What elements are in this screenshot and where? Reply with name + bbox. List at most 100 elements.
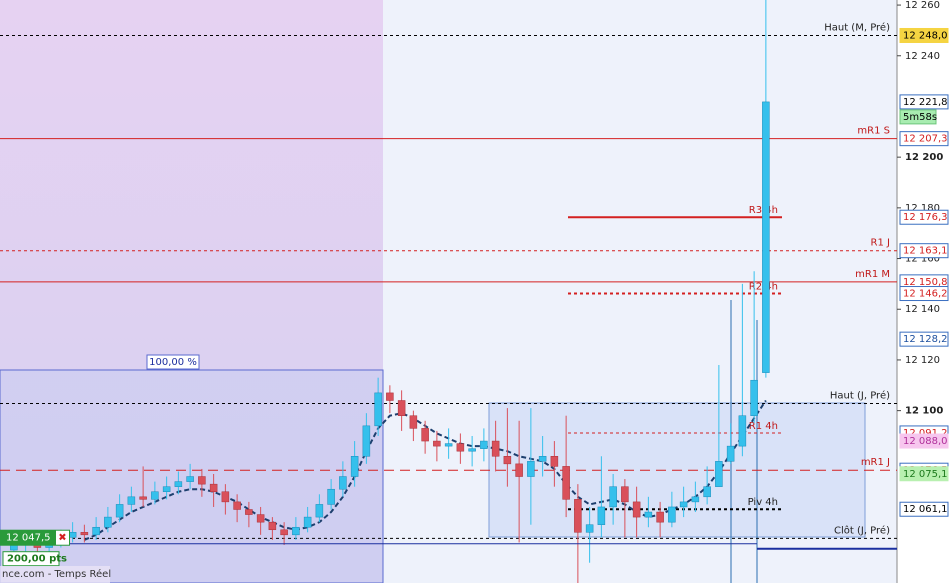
candle-body [10,544,18,551]
candle-body [562,466,570,500]
price-tag: 12 176,3 [903,212,948,223]
candle-body [386,392,394,401]
candle-body [656,511,664,523]
y-tick-label: 12 120 [905,355,940,366]
candle-body [245,509,253,515]
candle-body [397,400,406,416]
price-tag-bg [899,466,949,482]
close-button[interactable] [56,530,69,545]
candle-body [703,486,711,498]
price-tag: 12 207,3 [903,134,948,145]
candle-body [198,476,206,485]
box-label: 100,00 % [149,357,197,368]
price-tag-bg [899,94,949,110]
level-label: mR1 S [857,126,890,137]
price-tag: 12 091,2 [903,428,948,439]
price-tag-bg [899,433,949,449]
candle-body [574,499,582,533]
candle-body [350,456,359,477]
position-tag-bg [0,529,70,546]
candle-body [92,526,100,536]
candle-body [444,443,453,447]
y-tick-label: 12 140 [905,304,940,315]
candle-body [268,521,277,531]
price-tag-bg [899,286,949,302]
source: nce.com - Temps Réel [2,568,111,580]
candle-body [104,516,112,528]
level-label: Clôt (J, Pré) [834,524,890,536]
candle-body [327,488,335,505]
candle-body [80,532,89,536]
candle-body [550,456,559,467]
candle-body [538,456,547,462]
close-icon: ✖ [58,533,66,544]
candle-body [738,415,747,447]
level-label: Haut (J, Pré) [830,390,890,402]
candle-body [115,504,124,518]
candle-body [644,511,653,518]
price-tag: 12 150,8 [903,277,948,288]
candle-body [668,506,676,523]
candle-body [174,481,183,487]
candle-body [374,392,382,427]
price-tag-bg [899,501,949,517]
level-label: Piv 4h [748,497,778,508]
candle-body [127,496,136,505]
price-tag-bg [899,131,949,147]
candle-body [186,476,194,482]
price-tag-bg [899,27,949,43]
source-bg [0,566,110,583]
price-tag: 12 146,2 [903,289,948,300]
candle-body [315,504,324,518]
candle-body [221,491,230,503]
price-tag: 12 088,0 [903,436,948,447]
candle-body [139,496,147,500]
candle-body [726,445,735,462]
candle-body [503,456,512,465]
candle-body [491,440,500,457]
candle-body [679,501,688,508]
candle-body [585,524,594,533]
candle-body [632,501,641,518]
price-tag-bg [899,243,949,259]
candle-body [691,496,700,503]
candle-body [715,461,723,487]
candle-body [597,506,606,525]
candle-body [209,483,218,492]
box-label-bg [146,354,200,370]
pts-tag: 200,00 pts [7,554,67,565]
level-label: Haut (M, Pré) [824,21,890,33]
y-tick-label: 12 180 [905,203,940,214]
candle-body [162,486,171,492]
candle-body [339,476,347,490]
level-label: mR1 M [855,269,890,280]
candle-body [68,532,77,538]
y-tick-label: 12 100 [905,406,943,417]
candle-body [233,501,241,510]
candle-body [292,526,300,536]
candle-body [480,440,488,449]
y-tick-label: 12 200 [905,152,943,163]
candle-body [750,379,758,416]
candle-body [515,463,523,477]
position-tag: 12 047,5 [6,533,51,544]
candle-body [362,425,371,457]
price-tag: 12 128,2 [903,334,948,345]
candle-body [280,529,288,536]
level-label: mR1 J [861,457,890,468]
candle-body [433,440,441,447]
price-tag-bg [899,209,949,225]
y-tick-label: 12 160 [905,254,940,265]
candle-body [409,415,418,429]
price-tag: 12 163,1 [903,246,948,257]
y-tick-label: 12 240 [905,51,940,62]
candle-body [609,486,617,508]
level-label: R1 J [871,238,890,249]
countdown-bg [899,109,937,125]
countdown: 5m58s [903,112,937,123]
candle-body [256,514,265,523]
candle-body [421,428,429,442]
pts-tag-bg [2,551,60,567]
candle-body [621,486,629,503]
